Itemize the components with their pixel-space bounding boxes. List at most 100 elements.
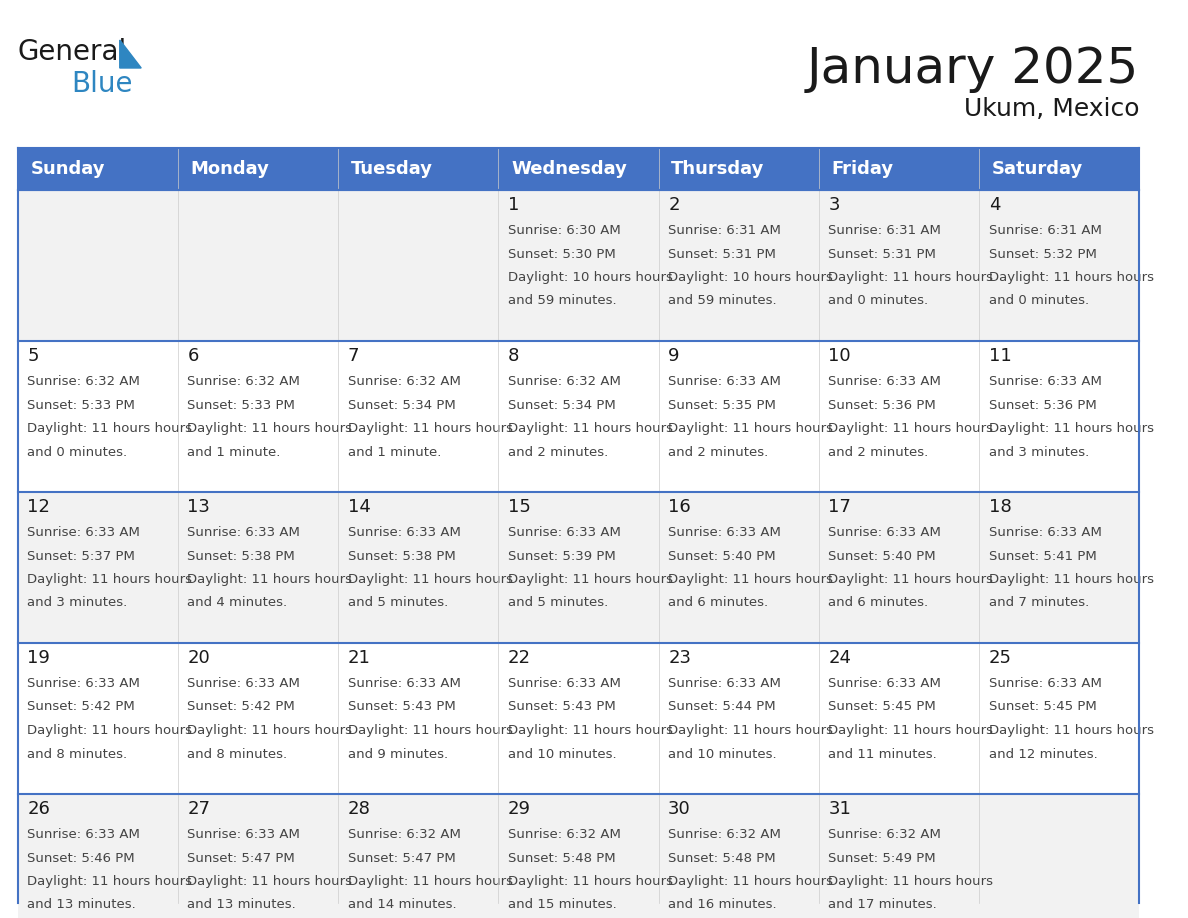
FancyBboxPatch shape xyxy=(18,341,178,492)
Text: 19: 19 xyxy=(27,649,50,667)
Text: 6: 6 xyxy=(188,347,198,365)
Text: Sunrise: 6:33 AM: Sunrise: 6:33 AM xyxy=(27,828,140,841)
Text: and 7 minutes.: and 7 minutes. xyxy=(988,597,1089,610)
Text: and 16 minutes.: and 16 minutes. xyxy=(668,899,777,912)
FancyBboxPatch shape xyxy=(498,148,658,190)
Text: 9: 9 xyxy=(668,347,680,365)
Text: and 2 minutes.: and 2 minutes. xyxy=(828,445,929,458)
Text: Daylight: 11 hours hours: Daylight: 11 hours hours xyxy=(828,724,993,737)
FancyBboxPatch shape xyxy=(819,492,979,643)
Text: 14: 14 xyxy=(348,498,371,516)
Text: Daylight: 11 hours hours: Daylight: 11 hours hours xyxy=(508,875,672,888)
Text: Sunset: 5:36 PM: Sunset: 5:36 PM xyxy=(988,398,1097,411)
Text: and 0 minutes.: and 0 minutes. xyxy=(988,295,1088,308)
Text: Daylight: 11 hours hours: Daylight: 11 hours hours xyxy=(828,422,993,435)
FancyBboxPatch shape xyxy=(658,148,819,190)
Text: and 8 minutes.: and 8 minutes. xyxy=(188,747,287,760)
Text: 11: 11 xyxy=(988,347,1011,365)
Text: and 2 minutes.: and 2 minutes. xyxy=(668,445,769,458)
FancyBboxPatch shape xyxy=(18,643,178,794)
Text: Friday: Friday xyxy=(832,160,893,178)
Text: Sunset: 5:45 PM: Sunset: 5:45 PM xyxy=(988,700,1097,713)
Text: Sunrise: 6:33 AM: Sunrise: 6:33 AM xyxy=(348,526,461,539)
FancyBboxPatch shape xyxy=(819,148,979,190)
FancyBboxPatch shape xyxy=(819,190,979,341)
Text: 16: 16 xyxy=(668,498,691,516)
Text: Sunset: 5:43 PM: Sunset: 5:43 PM xyxy=(508,700,615,713)
Text: Sunset: 5:39 PM: Sunset: 5:39 PM xyxy=(508,550,615,563)
Text: 18: 18 xyxy=(988,498,1011,516)
Text: 31: 31 xyxy=(828,800,852,818)
Text: and 2 minutes.: and 2 minutes. xyxy=(508,445,608,458)
Text: Sunset: 5:48 PM: Sunset: 5:48 PM xyxy=(668,852,776,865)
Text: Daylight: 11 hours hours: Daylight: 11 hours hours xyxy=(348,724,513,737)
Text: 20: 20 xyxy=(188,649,210,667)
Text: Sunrise: 6:31 AM: Sunrise: 6:31 AM xyxy=(988,224,1101,237)
FancyBboxPatch shape xyxy=(979,794,1139,918)
Text: Sunset: 5:48 PM: Sunset: 5:48 PM xyxy=(508,852,615,865)
Text: Daylight: 11 hours hours: Daylight: 11 hours hours xyxy=(508,724,672,737)
FancyBboxPatch shape xyxy=(339,190,498,341)
Text: and 3 minutes.: and 3 minutes. xyxy=(27,597,127,610)
Text: Sunday: Sunday xyxy=(31,160,105,178)
Text: Sunrise: 6:32 AM: Sunrise: 6:32 AM xyxy=(828,828,941,841)
Text: and 6 minutes.: and 6 minutes. xyxy=(668,597,769,610)
FancyBboxPatch shape xyxy=(979,492,1139,643)
Text: Daylight: 10 hours hours: Daylight: 10 hours hours xyxy=(668,271,833,284)
Text: Sunrise: 6:33 AM: Sunrise: 6:33 AM xyxy=(188,526,301,539)
Text: Daylight: 11 hours hours: Daylight: 11 hours hours xyxy=(27,724,192,737)
Text: and 8 minutes.: and 8 minutes. xyxy=(27,747,127,760)
FancyBboxPatch shape xyxy=(819,341,979,492)
FancyBboxPatch shape xyxy=(658,492,819,643)
Text: Sunset: 5:31 PM: Sunset: 5:31 PM xyxy=(828,248,936,261)
Text: and 1 minute.: and 1 minute. xyxy=(348,445,441,458)
Text: 12: 12 xyxy=(27,498,50,516)
Text: Sunrise: 6:33 AM: Sunrise: 6:33 AM xyxy=(988,677,1101,690)
Text: Sunrise: 6:32 AM: Sunrise: 6:32 AM xyxy=(348,375,461,388)
Text: Sunrise: 6:33 AM: Sunrise: 6:33 AM xyxy=(828,375,941,388)
Text: Daylight: 11 hours hours: Daylight: 11 hours hours xyxy=(988,422,1154,435)
Text: Sunset: 5:36 PM: Sunset: 5:36 PM xyxy=(828,398,936,411)
Text: Sunrise: 6:33 AM: Sunrise: 6:33 AM xyxy=(27,526,140,539)
Text: Daylight: 11 hours hours: Daylight: 11 hours hours xyxy=(348,422,513,435)
Text: 10: 10 xyxy=(828,347,851,365)
Text: 27: 27 xyxy=(188,800,210,818)
Text: Daylight: 11 hours hours: Daylight: 11 hours hours xyxy=(348,875,513,888)
Text: Sunset: 5:49 PM: Sunset: 5:49 PM xyxy=(828,852,936,865)
Text: 28: 28 xyxy=(348,800,371,818)
Text: Sunrise: 6:32 AM: Sunrise: 6:32 AM xyxy=(348,828,461,841)
Text: Daylight: 11 hours hours: Daylight: 11 hours hours xyxy=(508,573,672,586)
Text: Daylight: 11 hours hours: Daylight: 11 hours hours xyxy=(27,422,192,435)
Text: and 0 minutes.: and 0 minutes. xyxy=(27,445,127,458)
Text: Sunrise: 6:33 AM: Sunrise: 6:33 AM xyxy=(828,526,941,539)
Text: Sunset: 5:37 PM: Sunset: 5:37 PM xyxy=(27,550,135,563)
Text: Daylight: 11 hours hours: Daylight: 11 hours hours xyxy=(828,573,993,586)
Text: and 10 minutes.: and 10 minutes. xyxy=(668,747,777,760)
Text: Sunset: 5:30 PM: Sunset: 5:30 PM xyxy=(508,248,615,261)
Text: Ukum, Mexico: Ukum, Mexico xyxy=(963,97,1139,121)
Text: Sunset: 5:35 PM: Sunset: 5:35 PM xyxy=(668,398,776,411)
Text: and 6 minutes.: and 6 minutes. xyxy=(828,597,929,610)
FancyBboxPatch shape xyxy=(178,794,339,918)
Text: Sunrise: 6:33 AM: Sunrise: 6:33 AM xyxy=(27,677,140,690)
FancyBboxPatch shape xyxy=(979,148,1139,190)
Text: 26: 26 xyxy=(27,800,50,818)
Text: Sunset: 5:41 PM: Sunset: 5:41 PM xyxy=(988,550,1097,563)
FancyBboxPatch shape xyxy=(339,148,498,190)
Text: and 10 minutes.: and 10 minutes. xyxy=(508,747,617,760)
Text: Sunrise: 6:32 AM: Sunrise: 6:32 AM xyxy=(508,375,621,388)
Text: 29: 29 xyxy=(508,800,531,818)
Text: Daylight: 11 hours hours: Daylight: 11 hours hours xyxy=(188,422,353,435)
FancyBboxPatch shape xyxy=(178,643,339,794)
Text: General: General xyxy=(18,38,127,66)
Text: and 5 minutes.: and 5 minutes. xyxy=(508,597,608,610)
Text: Sunset: 5:33 PM: Sunset: 5:33 PM xyxy=(188,398,296,411)
FancyBboxPatch shape xyxy=(498,190,658,341)
Text: Sunrise: 6:33 AM: Sunrise: 6:33 AM xyxy=(508,677,621,690)
FancyBboxPatch shape xyxy=(339,794,498,918)
Text: Sunrise: 6:33 AM: Sunrise: 6:33 AM xyxy=(668,375,781,388)
Text: Sunrise: 6:30 AM: Sunrise: 6:30 AM xyxy=(508,224,620,237)
Text: January 2025: January 2025 xyxy=(807,45,1139,93)
Text: Daylight: 11 hours hours: Daylight: 11 hours hours xyxy=(668,875,833,888)
Text: Sunrise: 6:33 AM: Sunrise: 6:33 AM xyxy=(508,526,621,539)
